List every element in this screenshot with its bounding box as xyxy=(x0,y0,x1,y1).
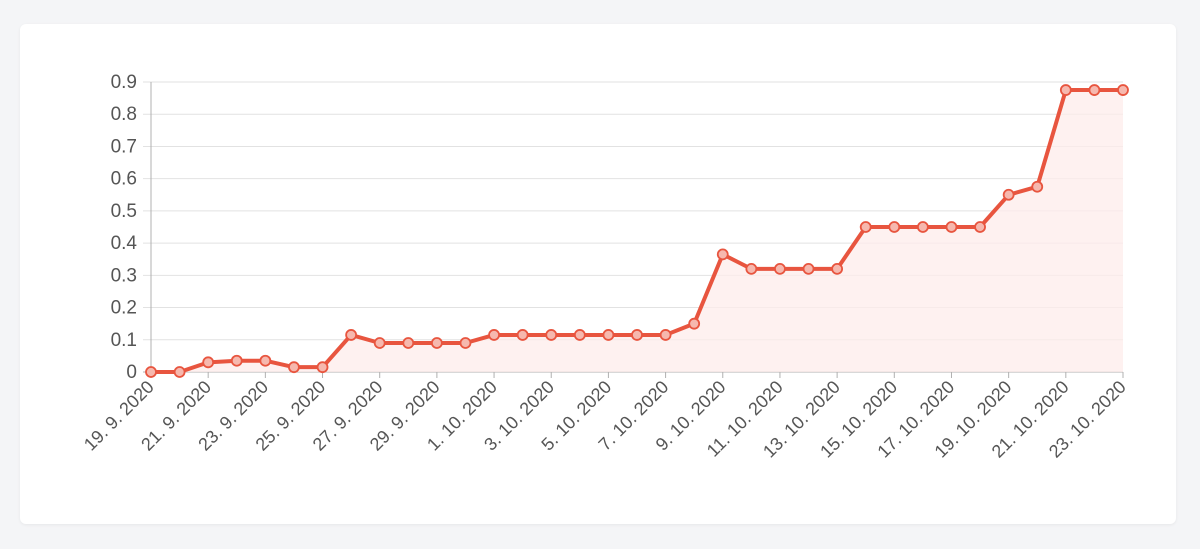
data-point xyxy=(459,337,472,349)
data-point xyxy=(545,329,558,341)
data-point xyxy=(145,366,157,378)
data-point xyxy=(1059,84,1072,96)
data-point xyxy=(259,354,272,367)
data-point xyxy=(402,337,415,349)
data-point xyxy=(202,356,215,369)
data-point xyxy=(916,221,929,233)
data-point xyxy=(573,329,586,341)
y-tick-label: 0.3 xyxy=(111,265,137,286)
data-point xyxy=(373,337,386,349)
data-point xyxy=(631,329,643,341)
data-point xyxy=(659,329,672,341)
y-tick-label: 0 xyxy=(126,362,137,383)
data-point xyxy=(1088,84,1101,96)
data-point xyxy=(430,337,443,349)
data-point xyxy=(974,221,986,233)
data-point xyxy=(602,329,615,341)
data-point xyxy=(288,361,300,374)
y-tick-label: 0.5 xyxy=(111,201,137,222)
data-point xyxy=(774,262,786,275)
y-tick-label: 0.9 xyxy=(111,72,137,93)
data-point xyxy=(802,262,815,275)
data-point xyxy=(688,317,701,330)
axes xyxy=(150,82,1124,378)
y-axis-ticks: 0 0.1 0.2 0.3 0.4 0.5 0.6 0.7 0.8 0.9 xyxy=(111,72,138,383)
data-point xyxy=(745,262,758,275)
data-point xyxy=(1117,84,1129,96)
data-points xyxy=(145,84,1129,378)
data-point xyxy=(716,248,729,261)
data-point xyxy=(945,221,958,233)
data-point xyxy=(173,366,186,378)
data-point xyxy=(345,329,358,341)
y-tick-label: 0.6 xyxy=(111,169,137,190)
data-point xyxy=(516,329,529,341)
y-tick-label: 0.4 xyxy=(111,233,138,254)
y-tick-label: 0.2 xyxy=(111,298,137,319)
data-point xyxy=(1002,188,1015,201)
series-area xyxy=(151,90,1123,373)
data-point xyxy=(230,354,243,367)
y-tick-label: 0.8 xyxy=(111,104,137,125)
data-point xyxy=(1031,180,1044,193)
data-point xyxy=(316,361,329,374)
data-point xyxy=(888,221,901,233)
y-tick-label: 0.1 xyxy=(111,330,137,351)
y-tick-label: 0.7 xyxy=(111,136,137,157)
data-point xyxy=(488,329,500,341)
data-point xyxy=(831,262,844,275)
data-point xyxy=(859,221,872,233)
